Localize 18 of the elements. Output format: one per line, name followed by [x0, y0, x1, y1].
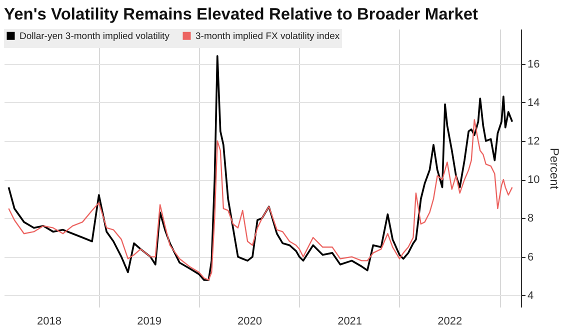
y-tick-label: 16	[528, 58, 540, 70]
y-axis-title: Percent	[548, 148, 562, 190]
legend-label: Dollar-yen 3-month implied volatility	[20, 30, 170, 42]
y-tick-label: 14	[528, 96, 540, 109]
y-tick-label: 12	[528, 135, 540, 148]
line-series	[8, 55, 514, 281]
x-tick-label: 2020	[237, 316, 262, 328]
x-tick-label: 2018	[36, 316, 62, 328]
legend-label: 3-month implied FX volatility index	[196, 30, 340, 42]
x-tick-label: 2019	[137, 316, 162, 328]
y-tick-label: 6	[528, 251, 534, 264]
x-tick-label: 2022	[438, 316, 462, 328]
y-tick-label: 8	[528, 212, 534, 225]
x-tick-label: 2021	[338, 316, 362, 328]
chart-title: Yen's Volatility Remains Elevated Relative to Broader Market	[4, 6, 479, 24]
y-tick-label: 4	[528, 290, 534, 302]
y-tick-label: 10	[528, 174, 540, 186]
line-series	[8, 119, 513, 281]
